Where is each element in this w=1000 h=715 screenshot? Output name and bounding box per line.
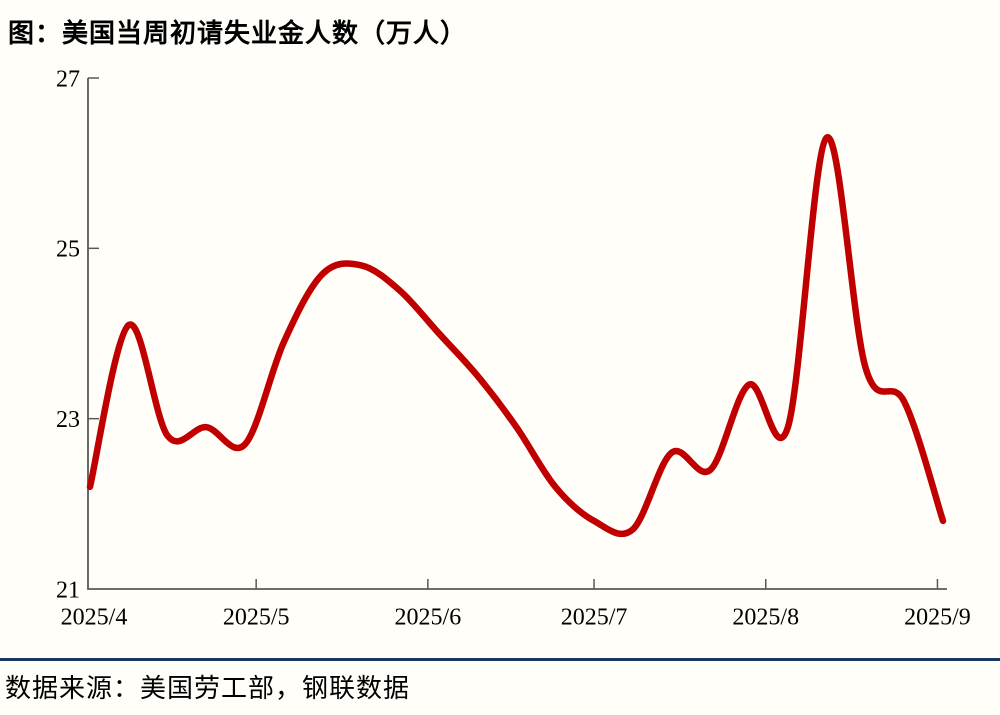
x-tick-label: 2025/8 — [732, 604, 799, 630]
jobless-claims-line-chart: 21 23 25 27 2025/4 2025/5 2025/6 2025/7 2025/8 20… — [56, 66, 971, 630]
x-tick-label: 2025/5 — [223, 604, 290, 630]
y-tick-label: 27 — [56, 66, 80, 92]
chart-title: 图：美国当周初请失业金人数（万人） — [8, 19, 468, 48]
y-tick-label: 21 — [56, 577, 80, 603]
data-source-note: 数据来源：美国劳工部，钢联数据 — [5, 674, 411, 703]
y-tick-label: 23 — [56, 407, 80, 433]
x-tick-label: 2025/9 — [904, 604, 971, 630]
x-tick-label: 2025/4 — [61, 604, 128, 630]
footer-separator-line — [0, 658, 1000, 661]
claims-series-line — [86, 134, 947, 538]
x-tick-label: 2025/6 — [395, 604, 462, 630]
x-tick-label: 2025/7 — [561, 604, 628, 630]
y-tick-label: 25 — [56, 237, 80, 263]
